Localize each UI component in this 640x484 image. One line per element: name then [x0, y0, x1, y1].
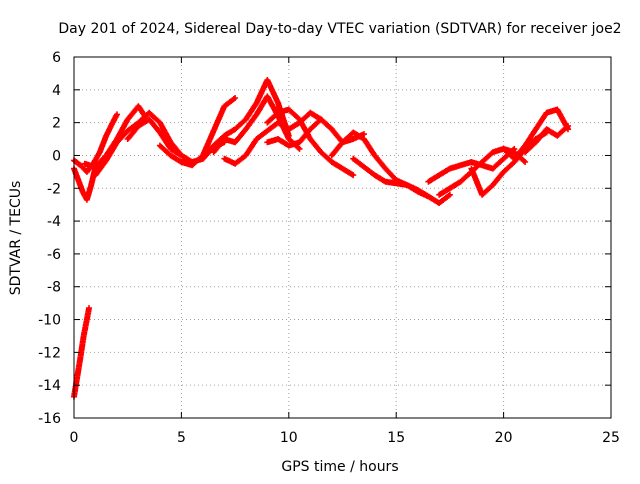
x-tick-label: 25	[602, 430, 620, 446]
series-arc-12	[350, 155, 453, 206]
y-tick-label: -10	[38, 313, 61, 329]
series-markers	[350, 155, 453, 206]
y-tick-label: 4	[52, 83, 61, 99]
grid	[74, 57, 611, 418]
y-tick-label: -4	[47, 214, 61, 230]
x-tick-label: 5	[177, 430, 186, 446]
x-tick-label: 20	[495, 430, 513, 446]
y-axis-label: SDTVAR / TECUs	[8, 181, 24, 296]
plot-frame	[73, 56, 612, 419]
series-arc-17	[522, 122, 571, 156]
y-tick-label: 0	[52, 148, 61, 164]
series-arc-9	[264, 106, 357, 179]
series-markers	[264, 106, 357, 179]
axes	[73, 56, 612, 419]
series-markers	[81, 103, 148, 170]
y-tick-label: 2	[52, 116, 61, 132]
series-arc-10	[264, 116, 367, 149]
y-tick-label: -14	[38, 378, 61, 394]
series-markers	[199, 77, 292, 162]
y-tick-label: -12	[38, 345, 61, 361]
x-tick-label: 15	[387, 430, 405, 446]
y-tick-label: -6	[47, 247, 61, 263]
data-series	[71, 77, 571, 400]
x-tick-label: 10	[280, 430, 298, 446]
series-arc-6	[199, 77, 292, 162]
y-tick-label: -8	[47, 280, 61, 296]
x-tick-label: 0	[70, 430, 79, 446]
series-arc-16	[500, 106, 571, 162]
y-tick-label: -16	[38, 411, 61, 427]
tick-labels: 0 5 10 15 20 25 -16 -14 -12 -10 -8 -6 -4 -2 0 2 4 6	[38, 50, 620, 446]
y-tick-label: -2	[47, 181, 61, 197]
x-axis-label: GPS time / hours	[281, 459, 398, 475]
series-markers	[522, 122, 571, 156]
series-markers	[500, 106, 571, 162]
y-tick-label: 6	[52, 50, 61, 66]
series-markers	[264, 116, 367, 149]
series-arc-2	[81, 103, 148, 170]
chart-title: Day 201 of 2024, Sidereal Day-to-day VTE…	[58, 21, 621, 37]
